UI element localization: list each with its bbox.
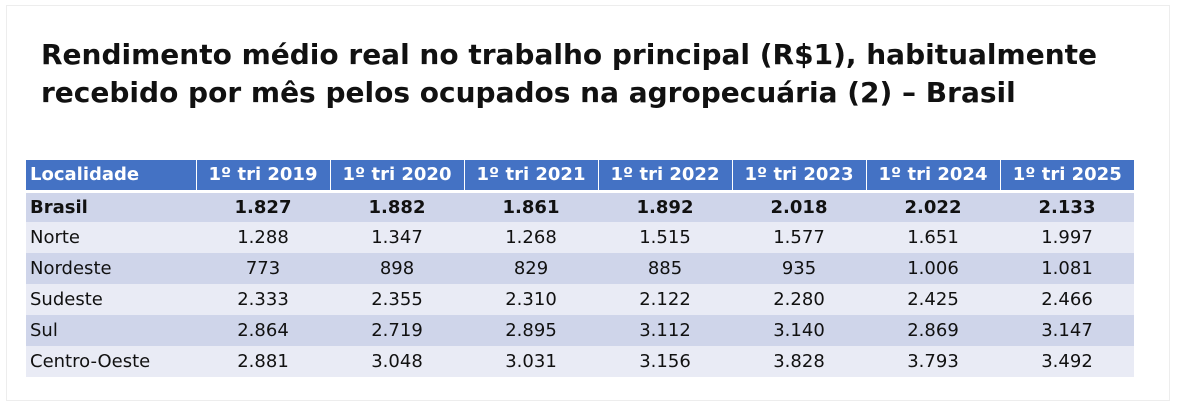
table-cell: 3.156 [598,346,732,377]
table-cell: 2.018 [732,191,866,222]
row-label: Sudeste [26,284,196,315]
table-cell: 3.112 [598,315,732,346]
table-cell: 1.006 [866,253,1000,284]
table-cell: 773 [196,253,330,284]
table-cell: 2.310 [464,284,598,315]
table-cell: 1.515 [598,222,732,253]
table-row: Centro-Oeste 2.881 3.048 3.031 3.156 3.828 3.7… [26,346,1134,377]
table-cell: 2.280 [732,284,866,315]
table-cell: 2.869 [866,315,1000,346]
title-line-2: recebido por mês pelos ocupados na agrop… [41,76,1016,109]
table-row: Sudeste 2.333 2.355 2.310 2.122 2.280 2.425 2.4… [26,284,1134,315]
table-cell: 2.466 [1000,284,1134,315]
row-label: Brasil [26,191,196,222]
table-cell: 2.719 [330,315,464,346]
table-cell: 3.031 [464,346,598,377]
row-label: Sul [26,315,196,346]
table-cell: 1.651 [866,222,1000,253]
table-cell: 1.577 [732,222,866,253]
table-cell: 3.793 [866,346,1000,377]
title-line-1: Rendimento médio real no trabalho princi… [41,38,1098,71]
column-header-1: 1º tri 2019 [196,160,331,193]
table-cell: 1.861 [464,191,598,222]
column-header-3: 1º tri 2021 [464,160,599,193]
table-cell: 2.122 [598,284,732,315]
row-label: Centro-Oeste [26,346,196,377]
income-table: Localidade 1º tri 2019 1º tri 2020 1º tri 2… [26,160,1134,377]
column-header-6: 1º tri 2024 [866,160,1001,193]
table-row: Nordeste 773 898 829 885 935 1.006 1.081 [26,253,1134,284]
table-title: Rendimento médio real no trabalho princi… [41,36,1151,112]
column-header-7: 1º tri 2025 [1000,160,1134,193]
table-row: Norte 1.288 1.347 1.268 1.515 1.577 1.651 1.997 [26,222,1134,253]
table-cell: 3.048 [330,346,464,377]
table-cell: 1.882 [330,191,464,222]
table-row: Brasil 1.827 1.882 1.861 1.892 2.018 2.022 2.13… [26,191,1134,222]
table-cell: 898 [330,253,464,284]
table-cell: 2.355 [330,284,464,315]
table-cell: 3.828 [732,346,866,377]
table-cell: 3.140 [732,315,866,346]
table-cell: 829 [464,253,598,284]
table-cell: 2.022 [866,191,1000,222]
row-label: Nordeste [26,253,196,284]
table-cell: 3.492 [1000,346,1134,377]
table-cell: 1.997 [1000,222,1134,253]
table-cell: 2.881 [196,346,330,377]
column-header-localidade: Localidade [26,160,197,193]
table-cell: 2.864 [196,315,330,346]
table-cell: 1.827 [196,191,330,222]
column-header-4: 1º tri 2022 [598,160,733,193]
table-cell: 885 [598,253,732,284]
row-label: Norte [26,222,196,253]
table-cell: 2.333 [196,284,330,315]
table-cell: 935 [732,253,866,284]
table-cell: 1.288 [196,222,330,253]
table-cell: 3.147 [1000,315,1134,346]
table-header-row: Localidade 1º tri 2019 1º tri 2020 1º tri 2… [26,160,1134,193]
table-cell: 2.425 [866,284,1000,315]
table-cell: 1.268 [464,222,598,253]
table-cell: 2.895 [464,315,598,346]
table-cell: 1.081 [1000,253,1134,284]
table-cell: 1.347 [330,222,464,253]
table-cell: 2.133 [1000,191,1134,222]
table-body: Brasil 1.827 1.882 1.861 1.892 2.018 2.022 2.13… [26,191,1134,377]
column-header-5: 1º tri 2023 [732,160,867,193]
column-header-2: 1º tri 2020 [330,160,465,193]
table-row: Sul 2.864 2.719 2.895 3.112 3.140 2.869 3.147 [26,315,1134,346]
table-cell: 1.892 [598,191,732,222]
